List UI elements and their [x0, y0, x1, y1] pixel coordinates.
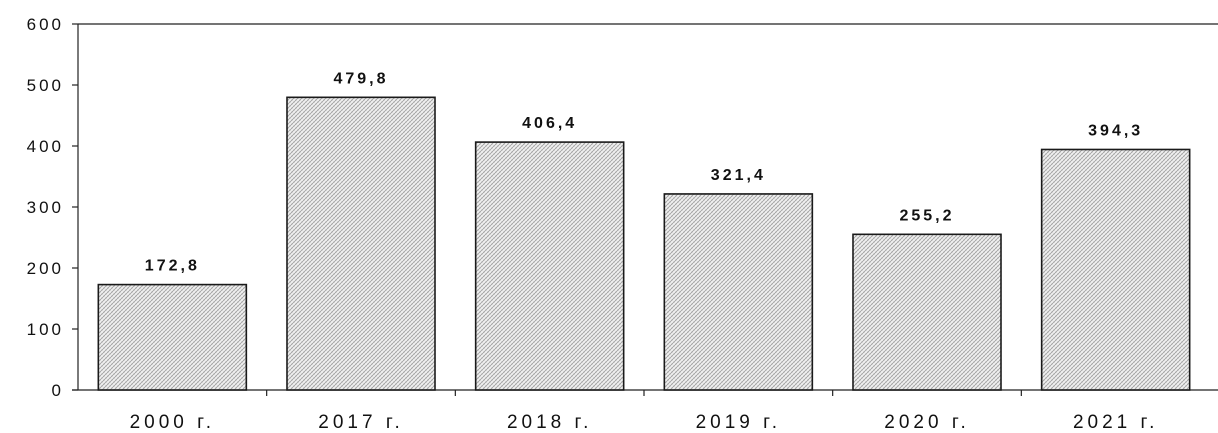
x-tick-label: 2017 г.: [318, 412, 403, 433]
data-label: 321,4: [711, 167, 766, 184]
data-label: 479,8: [333, 70, 388, 87]
y-tick-label: 400: [27, 137, 64, 156]
x-tick-label: 2000 г.: [130, 412, 215, 433]
bar: [852, 233, 1002, 391]
y-tick-label: 600: [27, 15, 64, 34]
x-tick-label: 2020 г.: [884, 412, 969, 433]
data-label: 172,8: [145, 258, 200, 275]
bar: [286, 96, 436, 391]
data-label: 255,2: [899, 207, 954, 224]
x-tick-label: 2021 г.: [1073, 412, 1158, 433]
y-tick-label: 200: [27, 259, 64, 278]
data-label: 394,3: [1088, 122, 1143, 139]
y-tick-label: 0: [52, 381, 64, 400]
plot-area: 0 100 200 300 400 500 600 172,8 2000 г. 479,8 2017…: [27, 15, 1218, 433]
y-tick-label: 100: [27, 320, 64, 339]
bar: [474, 141, 625, 391]
y-tick-label: 500: [27, 76, 64, 95]
bar: [97, 283, 248, 391]
bar: [1040, 148, 1191, 391]
data-label: 406,4: [522, 115, 577, 132]
bar: [663, 193, 814, 391]
x-tick-label: 2018 г.: [507, 412, 592, 433]
y-tick-label: 300: [27, 198, 64, 217]
x-tick-label: 2019 г.: [696, 412, 781, 433]
